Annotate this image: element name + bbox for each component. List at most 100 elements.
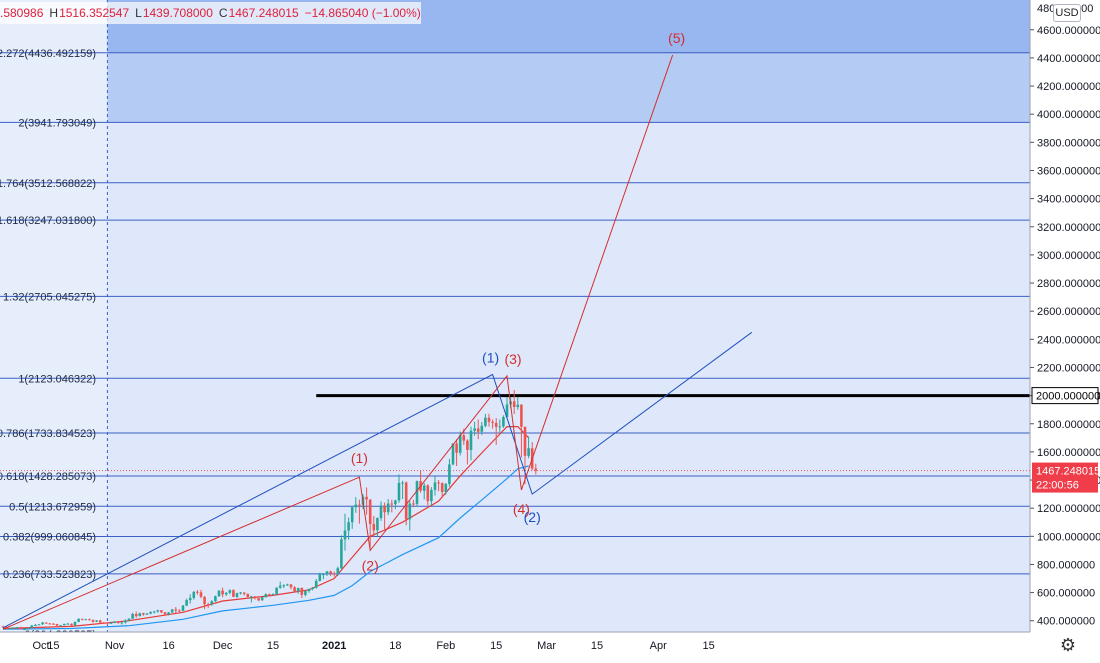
candle-body [347,522,350,531]
price-tick-label: 3400.000000 [1037,194,1100,206]
fib-level-label: 1.32(2705.045275) [3,291,96,303]
price-tick-label: 800.000000 [1037,559,1095,571]
candle-body [127,618,131,621]
candle-body [466,440,469,450]
price-tick-label: 4200.000000 [1037,81,1100,93]
candle-body [451,443,455,465]
price-tick-label: 1600.000000 [1037,447,1100,459]
candle-body [498,426,502,428]
candle-body [138,613,142,617]
candle-body [199,592,203,597]
candle-body [124,620,127,623]
ohlc-legend: .580986 H1516.352547 L1439.708000 C1467.248… [0,2,421,24]
ohlc-label: H [49,6,59,20]
candle-body [62,623,66,626]
candle-body [170,609,174,613]
candle-body [163,612,167,615]
time-tick-label: Mar [537,640,556,652]
time-tick-label: 18 [389,640,401,652]
candle-body [412,503,415,505]
candle-body [516,404,520,408]
candle-body [379,505,383,519]
blue-wave-path[interactable] [2,331,753,629]
candle-body [520,404,523,427]
candle-body [41,622,44,625]
candle-body [394,500,397,505]
gear-icon[interactable]: ⚙ [1059,635,1077,655]
moving-average-red [2,426,530,630]
candle-body [260,597,264,601]
candle-body [491,421,494,423]
candle-body [224,592,228,595]
red-wave-label: (4) [513,501,530,517]
price-tick-label: 600.000000 [1037,588,1095,600]
candle-body [383,505,386,513]
candle-body [505,404,509,417]
candle-body [386,503,390,513]
candle-body [448,464,451,484]
candle-body [422,485,426,491]
candle-body [88,619,91,621]
fib-level-label: 1.764(3512.568822) [0,178,96,190]
candle-body [332,573,336,575]
candle-body [318,574,322,581]
candle-body [527,448,530,456]
candle-body [23,629,26,631]
candle-body [134,613,138,617]
fib-level-label: 1.618(3247.031800) [0,215,96,227]
red-wave-label: (5) [668,30,685,46]
candle-body [487,417,491,422]
candle-body [376,518,379,531]
candle-body [390,503,394,505]
candle-body [228,590,232,593]
candle-body [458,435,462,453]
price-tick-label: 3800.000000 [1037,137,1100,149]
candle-body [91,619,95,622]
candle-body [131,613,134,619]
candle-body [473,428,476,431]
candle-body [80,618,84,620]
price-tick-label: 2200.000000 [1037,362,1100,374]
candle-body [282,585,286,587]
candle-body [300,587,304,595]
candle-body [368,499,372,524]
candle-body [210,601,214,605]
fib-level-label: 2.272(4436.492159) [0,48,96,60]
candle-body [77,618,80,622]
candle-body [1,626,5,628]
ohlc-value: .580986 [0,6,44,20]
candle-body [174,609,178,611]
candle-body [232,590,235,597]
currency-button[interactable]: USD [1053,4,1081,22]
candle-body [512,401,516,408]
fib-level-label: 0.618(1428.285073) [0,471,96,483]
candle-body [494,422,498,427]
red-wave-path[interactable] [2,54,674,630]
time-tick-label: Oct [32,640,49,652]
candle-body [304,591,307,595]
candle-body [221,590,224,595]
candle-body [296,587,300,592]
price-tick-label: 2400.000000 [1037,334,1100,346]
candle-body [16,627,19,629]
time-axis-background [0,632,1030,658]
candle-body [314,580,318,588]
candle-body [523,426,527,456]
candle-body [440,482,444,492]
candle-body [214,596,217,602]
time-tick-label: 2021 [322,640,346,652]
candle-body [307,588,311,592]
candle-body [102,622,106,624]
candle-body [469,430,473,450]
price-axis-background [1030,0,1100,658]
fib-zone-left [0,0,108,632]
candle-body [289,584,293,588]
time-tick-label: 15 [702,640,714,652]
candle-body [26,627,30,630]
candle-body [106,622,109,624]
ohlc-label: C [218,6,228,20]
candle-body [311,587,314,589]
price-tick-label: 400.000000 [1037,616,1095,628]
